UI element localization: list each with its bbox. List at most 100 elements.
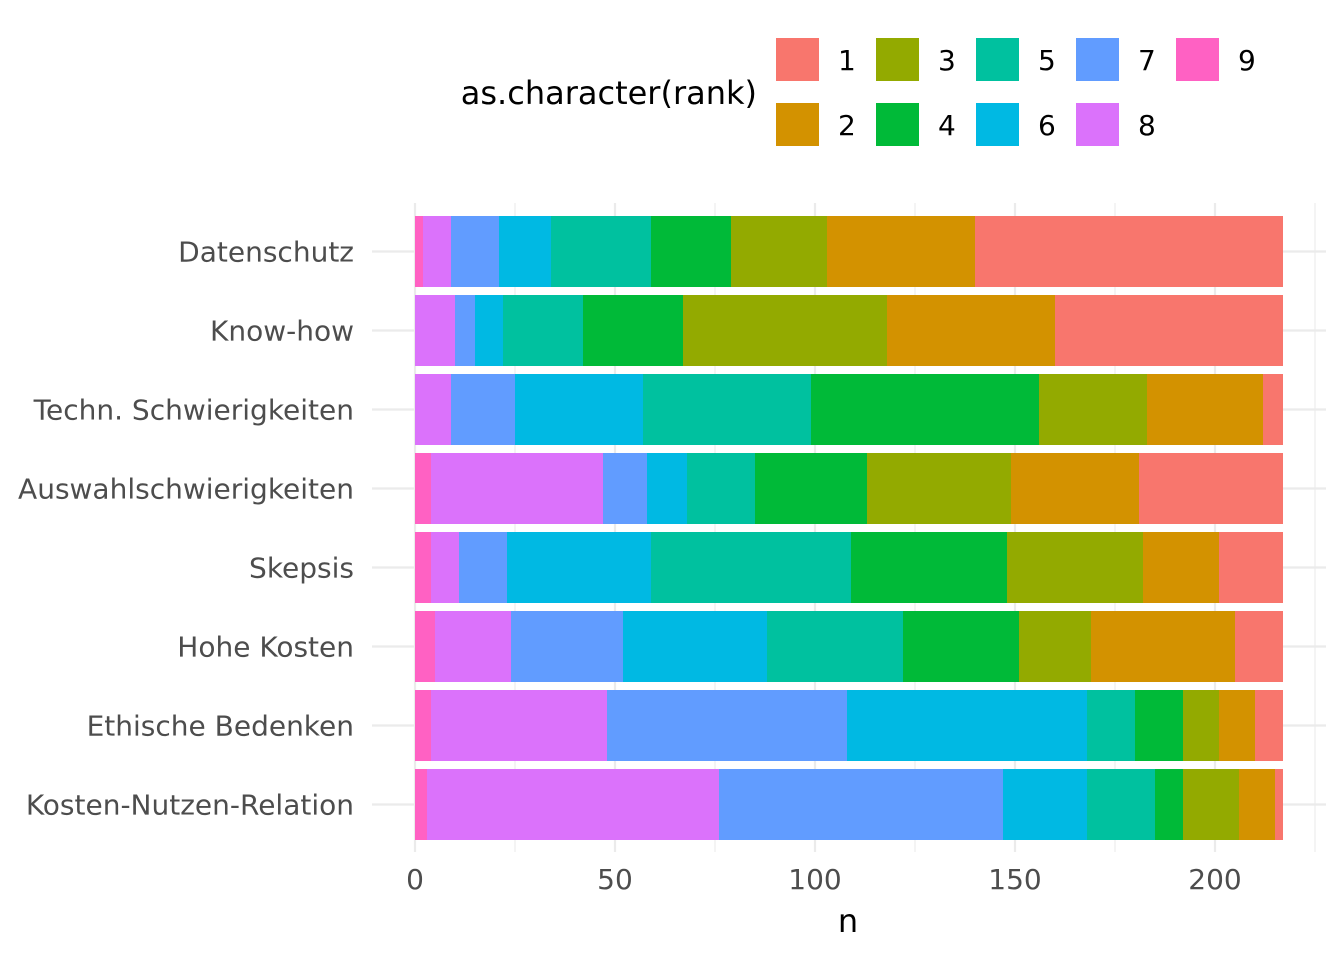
legend-label: 7 xyxy=(1138,44,1156,77)
bar-segment-rank-1 xyxy=(1263,374,1283,445)
bar-segment-rank-6 xyxy=(847,690,1087,761)
bar-segment-rank-1 xyxy=(1055,295,1283,366)
bar-segment-rank-2 xyxy=(1239,769,1275,840)
bar-segment-rank-8 xyxy=(427,769,719,840)
legend-swatch-rank-2 xyxy=(776,103,819,146)
y-tick-label: Kosten-Nutzen-Relation xyxy=(26,789,354,822)
legend-swatch-rank-6 xyxy=(976,103,1019,146)
bar-segment-rank-8 xyxy=(431,453,603,524)
legend-swatch-rank-1 xyxy=(776,38,819,81)
x-tick-label: 100 xyxy=(788,863,841,896)
bar-segment-rank-4 xyxy=(851,532,1007,603)
bar-segment-rank-5 xyxy=(503,295,583,366)
bar-segment-rank-4 xyxy=(755,453,867,524)
bar-segment-rank-7 xyxy=(459,532,507,603)
bar-segment-rank-7 xyxy=(455,295,475,366)
bar-segment-rank-9 xyxy=(415,769,427,840)
bar-segment-rank-1 xyxy=(1275,769,1283,840)
bar-segment-rank-2 xyxy=(1147,374,1263,445)
legend-label: 8 xyxy=(1138,109,1156,142)
bar-segment-rank-9 xyxy=(415,611,435,682)
bar-segment-rank-5 xyxy=(651,532,851,603)
x-axis-title: n xyxy=(838,902,858,940)
bar-segment-rank-8 xyxy=(431,690,607,761)
bar-segment-rank-5 xyxy=(1087,690,1135,761)
legend-label: 3 xyxy=(938,44,956,77)
y-tick-label: Hohe Kosten xyxy=(177,631,354,664)
legend: as.character(rank) 1 2 3 4 5 6 7 8 9 xyxy=(461,38,1256,146)
y-tick-label: Ethische Bedenken xyxy=(87,710,354,743)
bar-segment-rank-7 xyxy=(607,690,847,761)
legend-label: 4 xyxy=(938,109,956,142)
legend-label: 6 xyxy=(1038,109,1056,142)
bar-segment-rank-6 xyxy=(515,374,643,445)
legend-label: 5 xyxy=(1038,44,1056,77)
bar-segment-rank-4 xyxy=(583,295,683,366)
bar-segment-rank-3 xyxy=(1183,690,1219,761)
bar-segment-rank-3 xyxy=(683,295,887,366)
bar-segment-rank-9 xyxy=(415,532,431,603)
bar-segment-rank-8 xyxy=(431,532,459,603)
y-tick-label: Skepsis xyxy=(249,552,354,585)
bar-segment-rank-4 xyxy=(651,216,731,287)
bar-segment-rank-4 xyxy=(811,374,1039,445)
bar-segment-rank-7 xyxy=(451,216,499,287)
x-tick-label: 0 xyxy=(406,863,424,896)
bar-segment-rank-2 xyxy=(1143,532,1219,603)
bar-segment-rank-2 xyxy=(1011,453,1139,524)
bar-segment-rank-3 xyxy=(1007,532,1143,603)
bar-segment-rank-1 xyxy=(975,216,1283,287)
y-tick-label: Know-how xyxy=(210,315,354,348)
legend-swatch-rank-5 xyxy=(976,38,1019,81)
bar-segment-rank-5 xyxy=(1087,769,1155,840)
y-tick-label: Techn. Schwierigkeiten xyxy=(33,394,354,427)
bar-segment-rank-7 xyxy=(603,453,647,524)
legend-swatch-rank-3 xyxy=(876,38,919,81)
bar-segment-rank-9 xyxy=(415,216,423,287)
legend-label: 1 xyxy=(838,44,856,77)
bar-segment-rank-2 xyxy=(1091,611,1235,682)
bar-segment-rank-1 xyxy=(1219,532,1283,603)
bar-segment-rank-6 xyxy=(507,532,651,603)
bar-segment-rank-6 xyxy=(475,295,503,366)
bar-segment-rank-1 xyxy=(1235,611,1283,682)
bar-segment-rank-6 xyxy=(1003,769,1087,840)
bar-segment-rank-7 xyxy=(451,374,515,445)
bar-segment-rank-5 xyxy=(643,374,811,445)
bar-segment-rank-8 xyxy=(423,216,451,287)
legend-label: 9 xyxy=(1238,44,1256,77)
bar-segment-rank-8 xyxy=(415,374,451,445)
bar-segment-rank-6 xyxy=(623,611,767,682)
bar-segment-rank-6 xyxy=(499,216,551,287)
y-axis: Datenschutz Know-how Techn. Schwierigkeite… xyxy=(18,236,354,822)
legend-swatch-rank-9 xyxy=(1176,38,1219,81)
x-tick-label: 200 xyxy=(1188,863,1241,896)
bar-segment-rank-3 xyxy=(1019,611,1091,682)
bar-segment-rank-5 xyxy=(687,453,755,524)
bar-segment-rank-3 xyxy=(1183,769,1239,840)
bar-segment-rank-8 xyxy=(415,295,455,366)
bar-segment-rank-3 xyxy=(1039,374,1147,445)
x-axis: 0 50 100 150 200 xyxy=(406,863,1242,896)
legend-swatch-rank-4 xyxy=(876,103,919,146)
legend-swatch-rank-7 xyxy=(1076,38,1119,81)
bar-segment-rank-3 xyxy=(867,453,1011,524)
x-tick-label: 50 xyxy=(597,863,633,896)
bar-segment-rank-4 xyxy=(1135,690,1183,761)
bar-segment-rank-9 xyxy=(415,453,431,524)
bar-segment-rank-4 xyxy=(903,611,1019,682)
y-tick-label: Auswahlschwierigkeiten xyxy=(18,473,354,506)
x-tick-label: 150 xyxy=(988,863,1041,896)
bar-segment-rank-5 xyxy=(767,611,903,682)
bar-segment-rank-1 xyxy=(1139,453,1283,524)
bar-segment-rank-3 xyxy=(731,216,827,287)
legend-label: 2 xyxy=(838,109,856,142)
bar-segment-rank-4 xyxy=(1155,769,1183,840)
bar-segment-rank-2 xyxy=(1219,690,1255,761)
bar-segment-rank-1 xyxy=(1255,690,1283,761)
bar-segment-rank-2 xyxy=(827,216,975,287)
bars xyxy=(415,216,1283,840)
bar-segment-rank-7 xyxy=(511,611,623,682)
bar-segment-rank-7 xyxy=(719,769,1003,840)
